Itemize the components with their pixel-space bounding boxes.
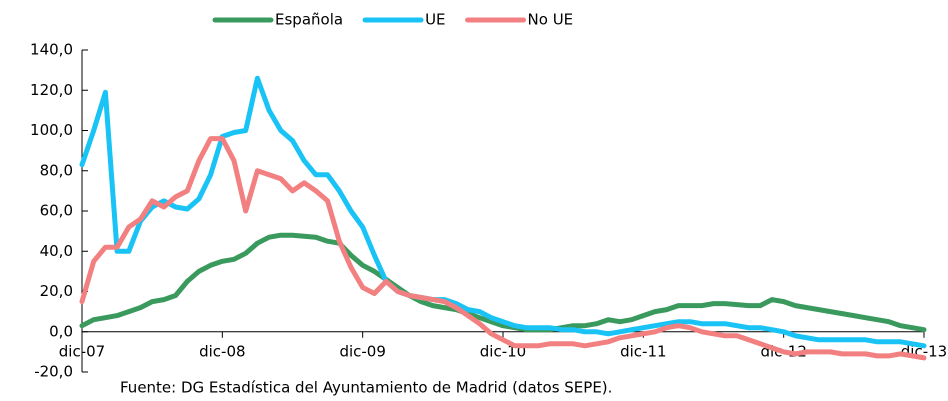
y-tick-label: 20,0: [40, 282, 73, 300]
series-line: [79, 232, 927, 333]
y-tick-label: 120,0: [30, 81, 73, 99]
series-line: [79, 136, 927, 361]
source-note: Fuente: DG Estadística del Ayuntamiento …: [120, 379, 612, 397]
y-tick-label: -20,0: [34, 363, 73, 381]
x-tick-label: dic-07: [59, 342, 105, 360]
legend-label: Española: [275, 11, 343, 29]
y-tick-label: 80,0: [40, 161, 73, 179]
y-tick-label: 40,0: [40, 242, 73, 260]
x-tick-label: dic-09: [339, 342, 385, 360]
x-tick-label: dic-11: [620, 342, 666, 360]
y-tick-label: 60,0: [40, 202, 73, 220]
legend-label: UE: [425, 11, 445, 29]
y-tick-label: 0,0: [49, 322, 73, 340]
legend-label: No UE: [528, 11, 574, 29]
x-tick-label: dic-08: [199, 342, 245, 360]
y-tick-label: 100,0: [30, 121, 73, 139]
y-tick-label: 140,0: [30, 41, 73, 59]
